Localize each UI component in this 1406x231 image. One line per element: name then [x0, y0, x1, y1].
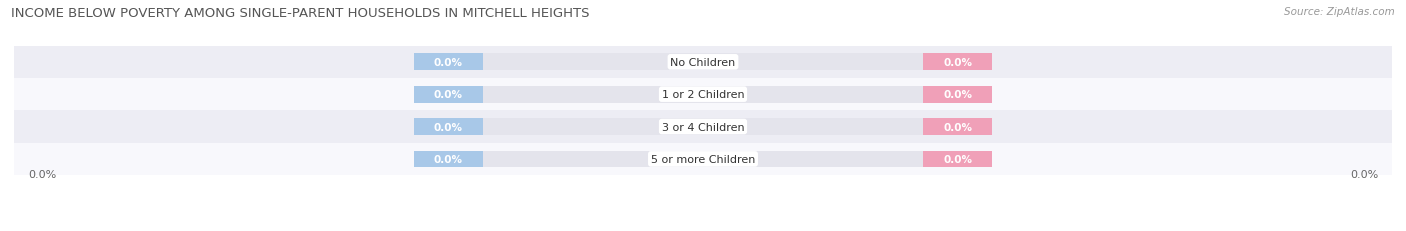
- Bar: [413, 86, 482, 103]
- Bar: [14, 79, 1392, 111]
- Bar: [924, 151, 993, 168]
- Text: INCOME BELOW POVERTY AMONG SINGLE-PARENT HOUSEHOLDS IN MITCHELL HEIGHTS: INCOME BELOW POVERTY AMONG SINGLE-PARENT…: [11, 7, 589, 20]
- Bar: [924, 86, 993, 103]
- Text: 5 or more Children: 5 or more Children: [651, 154, 755, 164]
- Text: 0.0%: 0.0%: [943, 90, 973, 100]
- Text: 0.0%: 0.0%: [943, 58, 973, 67]
- Bar: [413, 54, 993, 71]
- Bar: [413, 54, 482, 71]
- Bar: [413, 119, 482, 135]
- Bar: [924, 54, 993, 71]
- Bar: [14, 111, 1392, 143]
- Text: No Children: No Children: [671, 58, 735, 67]
- Bar: [14, 143, 1392, 175]
- Bar: [14, 46, 1392, 79]
- Bar: [413, 151, 993, 168]
- Text: 0.0%: 0.0%: [433, 58, 463, 67]
- Text: 0.0%: 0.0%: [433, 122, 463, 132]
- Text: 0.0%: 0.0%: [433, 154, 463, 164]
- Bar: [413, 86, 993, 103]
- Text: 0.0%: 0.0%: [28, 169, 56, 179]
- Text: 0.0%: 0.0%: [943, 154, 973, 164]
- Bar: [413, 119, 993, 135]
- Text: 1 or 2 Children: 1 or 2 Children: [662, 90, 744, 100]
- Bar: [413, 151, 482, 168]
- Text: Source: ZipAtlas.com: Source: ZipAtlas.com: [1284, 7, 1395, 17]
- Text: 3 or 4 Children: 3 or 4 Children: [662, 122, 744, 132]
- Text: 0.0%: 0.0%: [943, 122, 973, 132]
- Text: 0.0%: 0.0%: [433, 90, 463, 100]
- Text: 0.0%: 0.0%: [1350, 169, 1378, 179]
- Bar: [924, 119, 993, 135]
